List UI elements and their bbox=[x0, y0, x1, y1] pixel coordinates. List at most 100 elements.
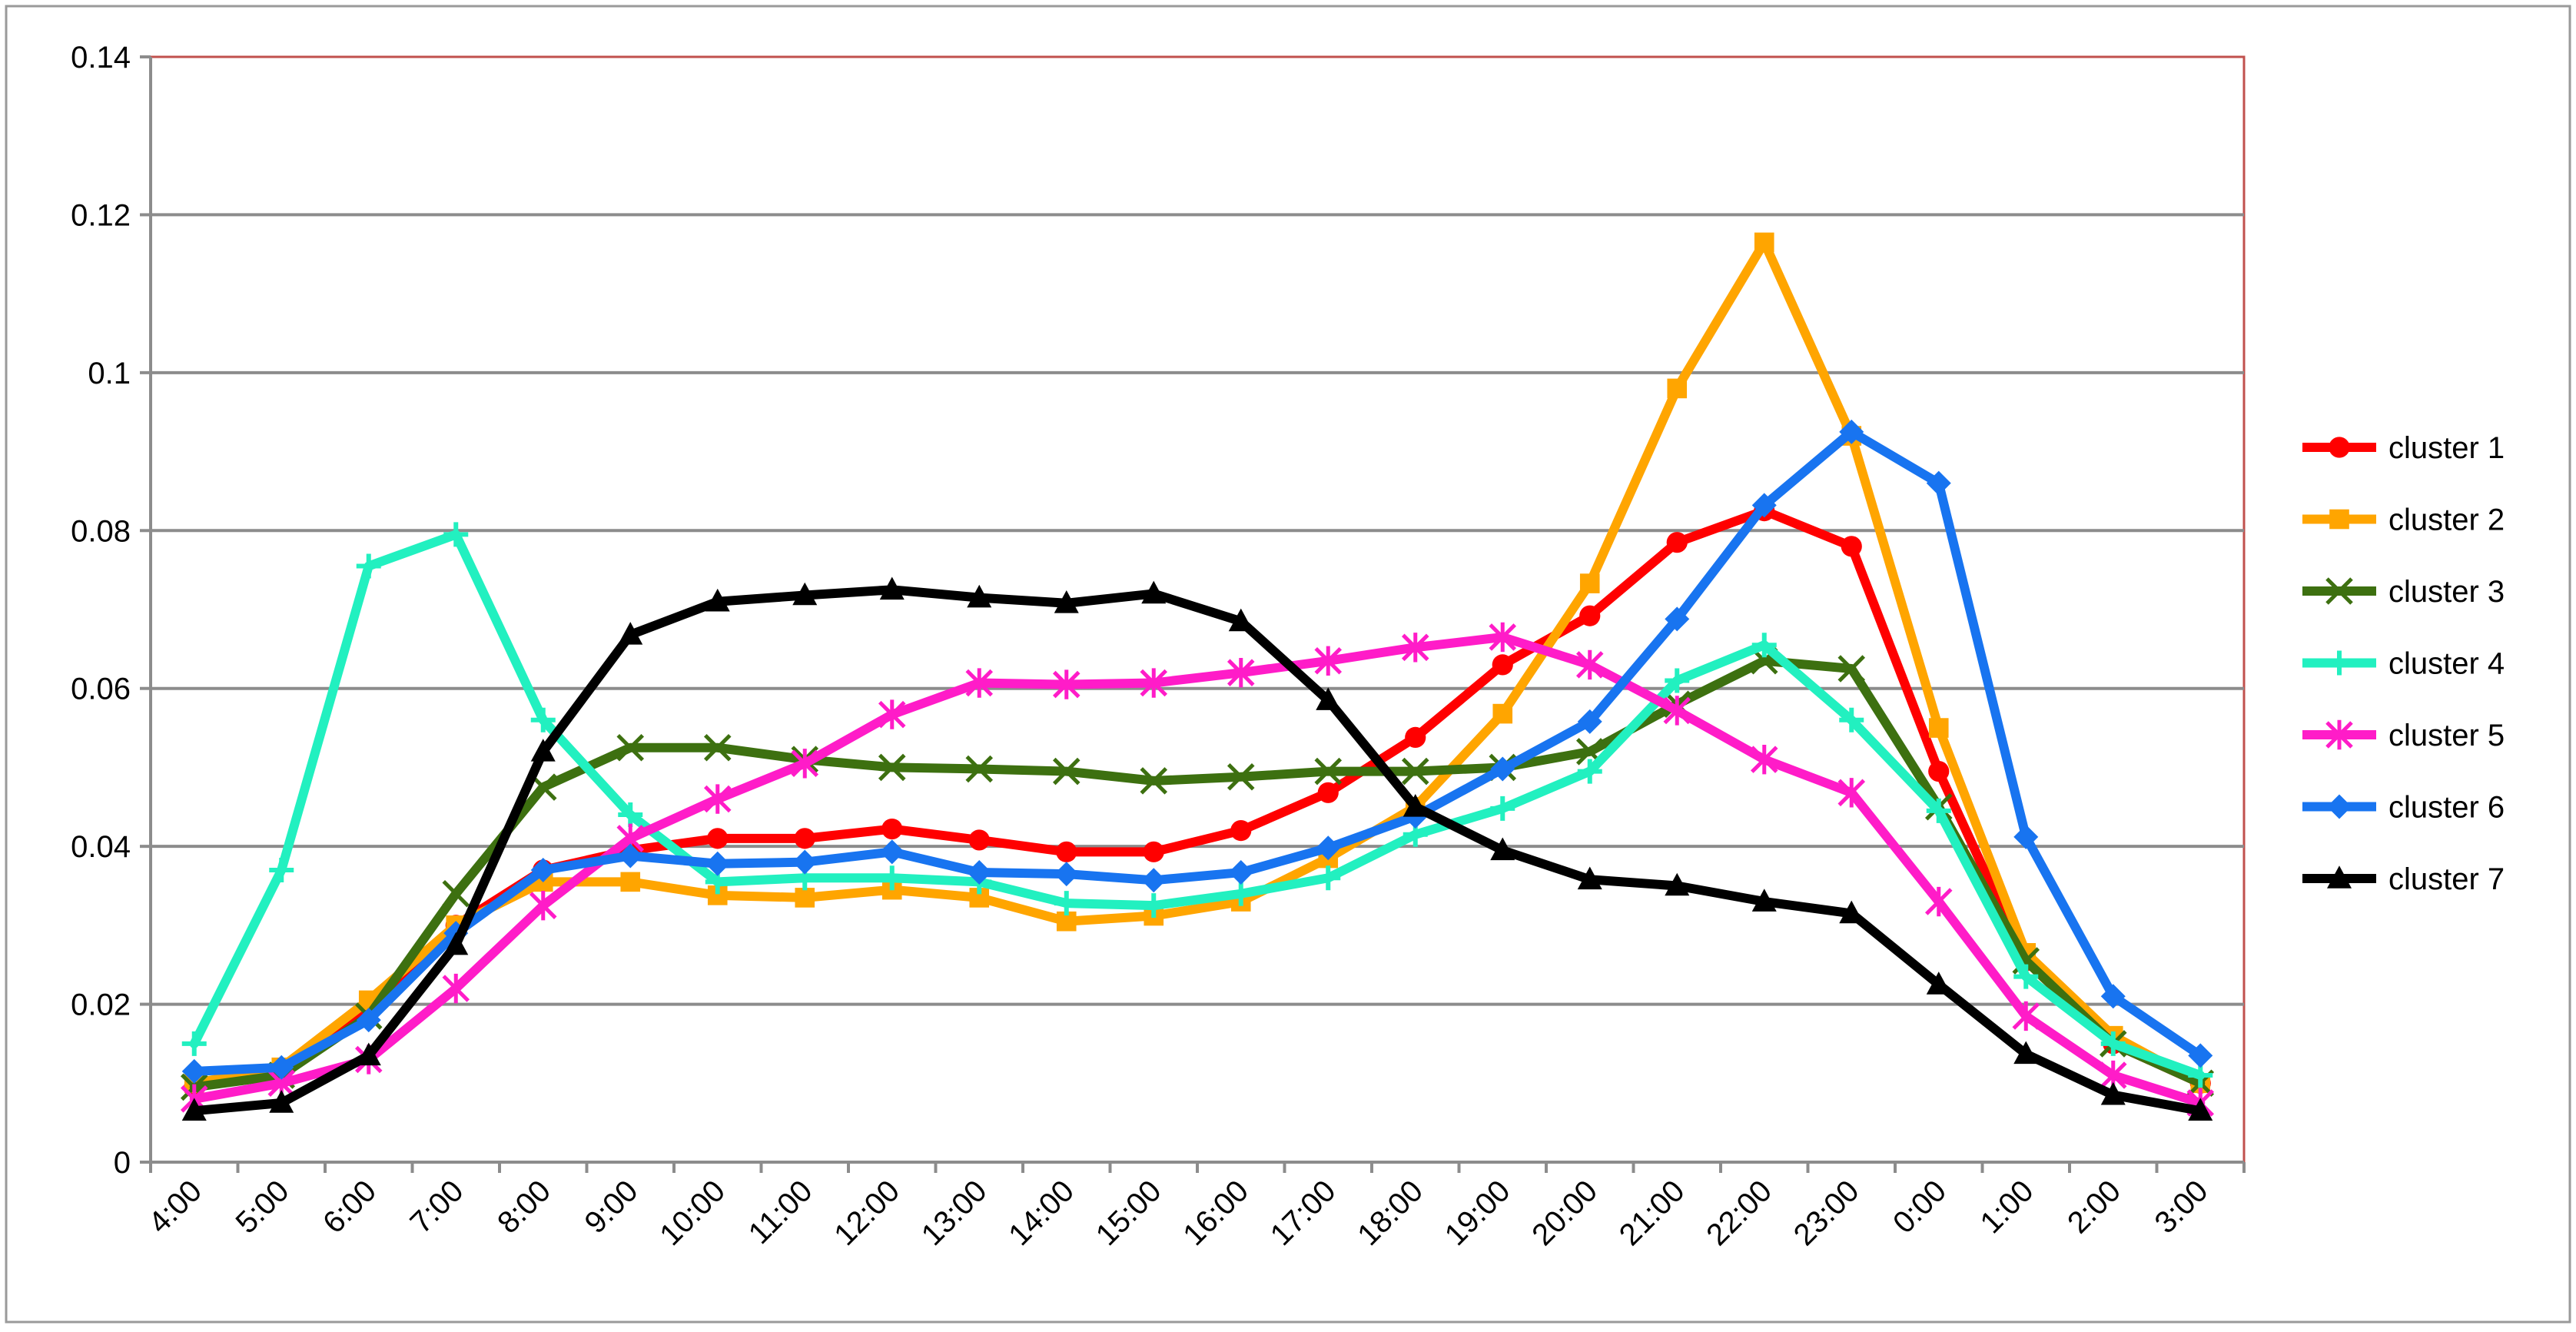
data-point-marker bbox=[879, 839, 905, 865]
data-point-marker bbox=[881, 818, 903, 840]
data-point-marker bbox=[1665, 668, 1690, 693]
legend-label: cluster 7 bbox=[2388, 862, 2505, 896]
data-point-marker bbox=[618, 843, 643, 869]
data-point-marker bbox=[1751, 633, 1777, 658]
data-point-marker bbox=[1575, 649, 1604, 680]
data-point-marker bbox=[356, 553, 381, 579]
data-point-marker bbox=[2325, 577, 2353, 605]
data-point-marker bbox=[2327, 794, 2352, 819]
data-point-marker bbox=[878, 753, 906, 782]
data-point-marker bbox=[1492, 703, 1513, 724]
data-point-marker bbox=[1401, 757, 1429, 786]
data-point-marker bbox=[2013, 1041, 2039, 1065]
legend-item-5: cluster 5 bbox=[2302, 719, 2505, 752]
data-point-marker bbox=[1140, 668, 1168, 698]
series-7 bbox=[181, 576, 2213, 1121]
data-point-marker bbox=[1750, 744, 1778, 775]
data-point-marker bbox=[269, 857, 294, 882]
legend-label: cluster 5 bbox=[2388, 719, 2505, 752]
series-line bbox=[189, 585, 2206, 1116]
data-point-marker bbox=[1316, 835, 1341, 861]
data-point-marker bbox=[1054, 891, 1079, 916]
data-point-marker bbox=[791, 749, 819, 779]
data-point-marker bbox=[965, 668, 994, 698]
series-6 bbox=[181, 419, 2213, 1084]
data-point-marker bbox=[1663, 696, 1691, 726]
data-point-marker bbox=[879, 865, 905, 891]
data-point-marker bbox=[2188, 1098, 2213, 1121]
data-point-marker bbox=[1228, 860, 1253, 885]
data-point-marker bbox=[1926, 470, 1951, 496]
data-point-marker bbox=[967, 860, 992, 885]
data-point-marker bbox=[703, 733, 732, 762]
data-point-marker bbox=[2100, 1031, 2126, 1056]
legend-item-4: cluster 4 bbox=[2302, 647, 2505, 681]
data-point-marker bbox=[1666, 532, 1688, 553]
data-point-marker bbox=[620, 872, 641, 892]
legend-item-7: cluster 7 bbox=[2302, 862, 2505, 896]
data-point-marker bbox=[2329, 437, 2350, 458]
data-point-marker bbox=[705, 588, 730, 612]
data-point-marker bbox=[356, 1042, 381, 1066]
data-point-marker bbox=[1141, 893, 1167, 918]
data-point-marker bbox=[1316, 865, 1341, 891]
legend-item-1: cluster 1 bbox=[2302, 431, 2505, 465]
series-5 bbox=[180, 622, 2215, 1118]
data-point-marker bbox=[1405, 726, 1426, 748]
data-point-marker bbox=[1141, 580, 1167, 604]
data-point-marker bbox=[1926, 798, 1951, 823]
data-point-marker bbox=[2012, 1001, 2040, 1031]
data-point-marker bbox=[1665, 872, 1690, 896]
data-point-marker bbox=[1839, 707, 1864, 732]
data-point-marker bbox=[1577, 866, 1602, 890]
data-point-marker bbox=[1839, 419, 1864, 444]
data-point-marker bbox=[1667, 378, 1688, 399]
data-point-marker bbox=[792, 582, 818, 606]
legend-label: cluster 6 bbox=[2388, 791, 2505, 825]
series-layer bbox=[180, 232, 2215, 1121]
data-point-marker bbox=[2013, 824, 2039, 849]
data-point-marker bbox=[967, 584, 992, 608]
y-tick-label: 0 bbox=[114, 1146, 131, 1180]
data-point-marker bbox=[705, 851, 730, 876]
series-line bbox=[189, 427, 2206, 1076]
series-line bbox=[189, 530, 2206, 1081]
data-point-marker bbox=[1227, 657, 1255, 688]
legend-item-3: cluster 3 bbox=[2302, 575, 2505, 609]
data-point-marker bbox=[618, 802, 643, 828]
data-point-marker bbox=[707, 828, 729, 849]
data-point-marker bbox=[1489, 622, 1517, 653]
data-point-marker bbox=[795, 888, 815, 908]
data-point-marker bbox=[1228, 608, 1253, 632]
data-point-marker bbox=[1227, 762, 1255, 791]
data-point-marker bbox=[2013, 964, 2039, 989]
data-point-marker bbox=[1928, 760, 1950, 782]
data-point-marker bbox=[442, 973, 470, 1004]
data-point-marker bbox=[1577, 759, 1602, 784]
data-point-marker bbox=[356, 1008, 381, 1033]
data-point-marker bbox=[269, 1055, 294, 1080]
data-point-marker bbox=[1490, 837, 1515, 861]
data-point-marker bbox=[1839, 900, 1864, 924]
legend-item-2: cluster 2 bbox=[2302, 503, 2505, 537]
data-point-marker bbox=[1140, 767, 1168, 795]
data-point-marker bbox=[2100, 1081, 2126, 1105]
legend-label: cluster 1 bbox=[2388, 431, 2505, 465]
data-point-marker bbox=[1490, 756, 1515, 782]
data-point-marker bbox=[1577, 709, 1602, 734]
data-point-marker bbox=[879, 576, 905, 600]
data-point-marker bbox=[878, 699, 906, 729]
data-point-marker bbox=[792, 849, 818, 875]
data-point-marker bbox=[1056, 841, 1077, 862]
data-point-marker bbox=[2327, 865, 2352, 889]
data-point-marker bbox=[1228, 881, 1253, 906]
data-point-marker bbox=[1579, 605, 1601, 626]
data-point-marker bbox=[1314, 646, 1343, 676]
data-point-marker bbox=[1492, 654, 1513, 676]
data-point-marker bbox=[965, 755, 994, 783]
data-point-marker bbox=[1141, 868, 1167, 893]
data-point-marker bbox=[1665, 606, 1690, 632]
data-point-marker bbox=[269, 1090, 294, 1113]
